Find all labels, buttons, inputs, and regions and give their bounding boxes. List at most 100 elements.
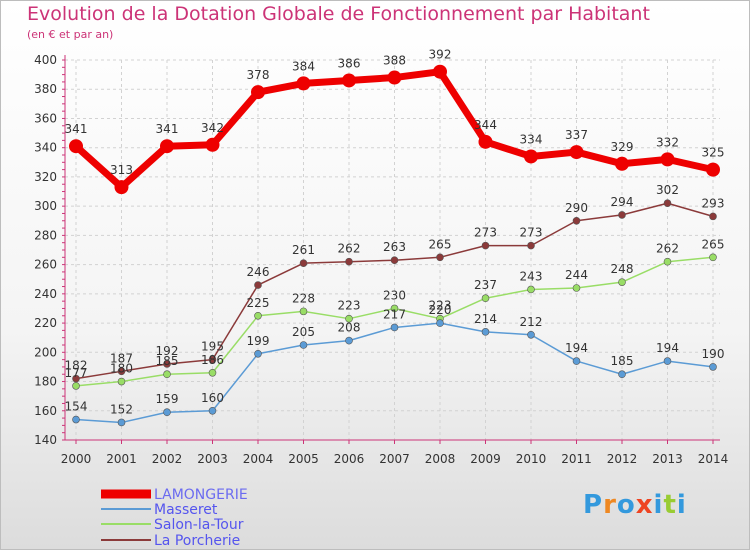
data-label: 293 (702, 196, 725, 210)
data-point (345, 257, 353, 266)
x-tick-label: 2009 (470, 452, 501, 466)
data-point (254, 349, 262, 358)
legend-label: LAMONGERIE (154, 487, 248, 503)
data-label: 208 (338, 321, 361, 335)
y-tick-label: 260 (34, 258, 57, 272)
chart-subtitle: (en € et par an) (27, 28, 114, 41)
x-tick-label: 2007 (379, 452, 410, 466)
data-label: 341 (65, 122, 88, 136)
logo-letter: x (635, 490, 654, 520)
data-label: 230 (383, 288, 406, 302)
data-point (663, 257, 672, 266)
logo-letter: r (603, 490, 617, 520)
x-tick-label: 2001 (106, 452, 137, 466)
chart-title: Evolution de la Dotation Globale de Fonc… (27, 3, 650, 25)
data-point (208, 406, 217, 415)
data-point (706, 162, 720, 177)
data-label: 192 (156, 344, 179, 358)
data-point (72, 374, 80, 383)
data-label: 214 (474, 312, 497, 326)
data-label: 195 (201, 340, 224, 354)
data-point (345, 314, 353, 323)
data-point (709, 212, 717, 221)
data-point (527, 241, 535, 250)
data-label: 388 (383, 54, 406, 68)
data-point (524, 149, 538, 164)
data-point (163, 360, 171, 368)
data-label: 386 (338, 56, 361, 70)
data-point (663, 357, 672, 365)
data-point (572, 216, 581, 225)
data-label: 154 (65, 400, 88, 414)
data-point (299, 341, 308, 349)
data-point (660, 152, 675, 167)
data-point (114, 180, 129, 195)
data-label: 329 (611, 140, 634, 154)
data-point (618, 278, 626, 286)
data-point (481, 294, 490, 303)
y-tick-label: 400 (34, 53, 57, 67)
data-label: 290 (565, 201, 588, 215)
data-label: 341 (156, 122, 179, 136)
data-label: 263 (383, 240, 406, 254)
y-tick-label: 360 (34, 111, 57, 125)
data-label: 246 (247, 265, 270, 279)
y-tick-label: 140 (34, 433, 57, 447)
y-tick-label: 320 (34, 170, 57, 184)
data-point (481, 328, 490, 336)
data-label: 248 (611, 262, 634, 276)
data-point (390, 304, 399, 313)
data-point (436, 253, 444, 262)
data-label: 342 (201, 121, 224, 135)
y-tick-label: 380 (34, 82, 57, 96)
data-point (527, 330, 535, 339)
y-tick-label: 220 (34, 316, 57, 330)
data-label: 261 (292, 243, 315, 257)
data-point (72, 415, 80, 424)
data-label: 337 (565, 128, 588, 142)
logo-letter: P (583, 490, 604, 520)
data-point (254, 281, 262, 289)
data-label: 177 (65, 366, 88, 380)
y-tick-label: 180 (34, 375, 57, 389)
proxiti-logo: Proxiti (583, 490, 687, 520)
data-label: 223 (429, 299, 452, 313)
data-point (527, 285, 535, 294)
data-label: 160 (201, 391, 224, 405)
data-point (572, 284, 581, 292)
data-label: 223 (338, 299, 361, 313)
data-point (663, 199, 672, 208)
logo-letter: t (663, 490, 677, 520)
y-tick-label: 280 (34, 228, 57, 242)
data-point (72, 382, 80, 390)
data-label: 217 (383, 307, 406, 321)
data-label: 243 (520, 269, 543, 283)
x-tick-label: 2014 (698, 452, 729, 466)
data-label: 302 (656, 183, 679, 197)
data-point (117, 418, 126, 427)
x-tick-label: 2012 (607, 452, 638, 466)
legend-label: Masseret (154, 502, 218, 518)
axes: 140 160 180 200 220 240 260 280 300 320 340 360 380 4… (34, 53, 728, 466)
data-point (208, 368, 217, 377)
legend-label: Salon-la-Tour (154, 517, 244, 533)
data-label: 212 (520, 315, 543, 329)
data-point (345, 336, 353, 345)
data-label: 237 (474, 278, 497, 292)
data-point (205, 137, 220, 152)
data-point (251, 85, 265, 100)
y-tick-label: 300 (34, 199, 57, 213)
data-label: 185 (156, 354, 179, 368)
data-point (299, 259, 308, 267)
x-tick-label: 2010 (516, 452, 547, 466)
data-label: 265 (702, 237, 725, 251)
logo-letter: i (676, 490, 687, 520)
x-tick-label: 2004 (243, 452, 274, 466)
data-label: 294 (611, 195, 634, 209)
data-label: 182 (65, 359, 88, 373)
data-point (433, 64, 447, 79)
data-point (160, 139, 174, 154)
data-label: 190 (702, 347, 725, 361)
data-point (208, 355, 217, 364)
